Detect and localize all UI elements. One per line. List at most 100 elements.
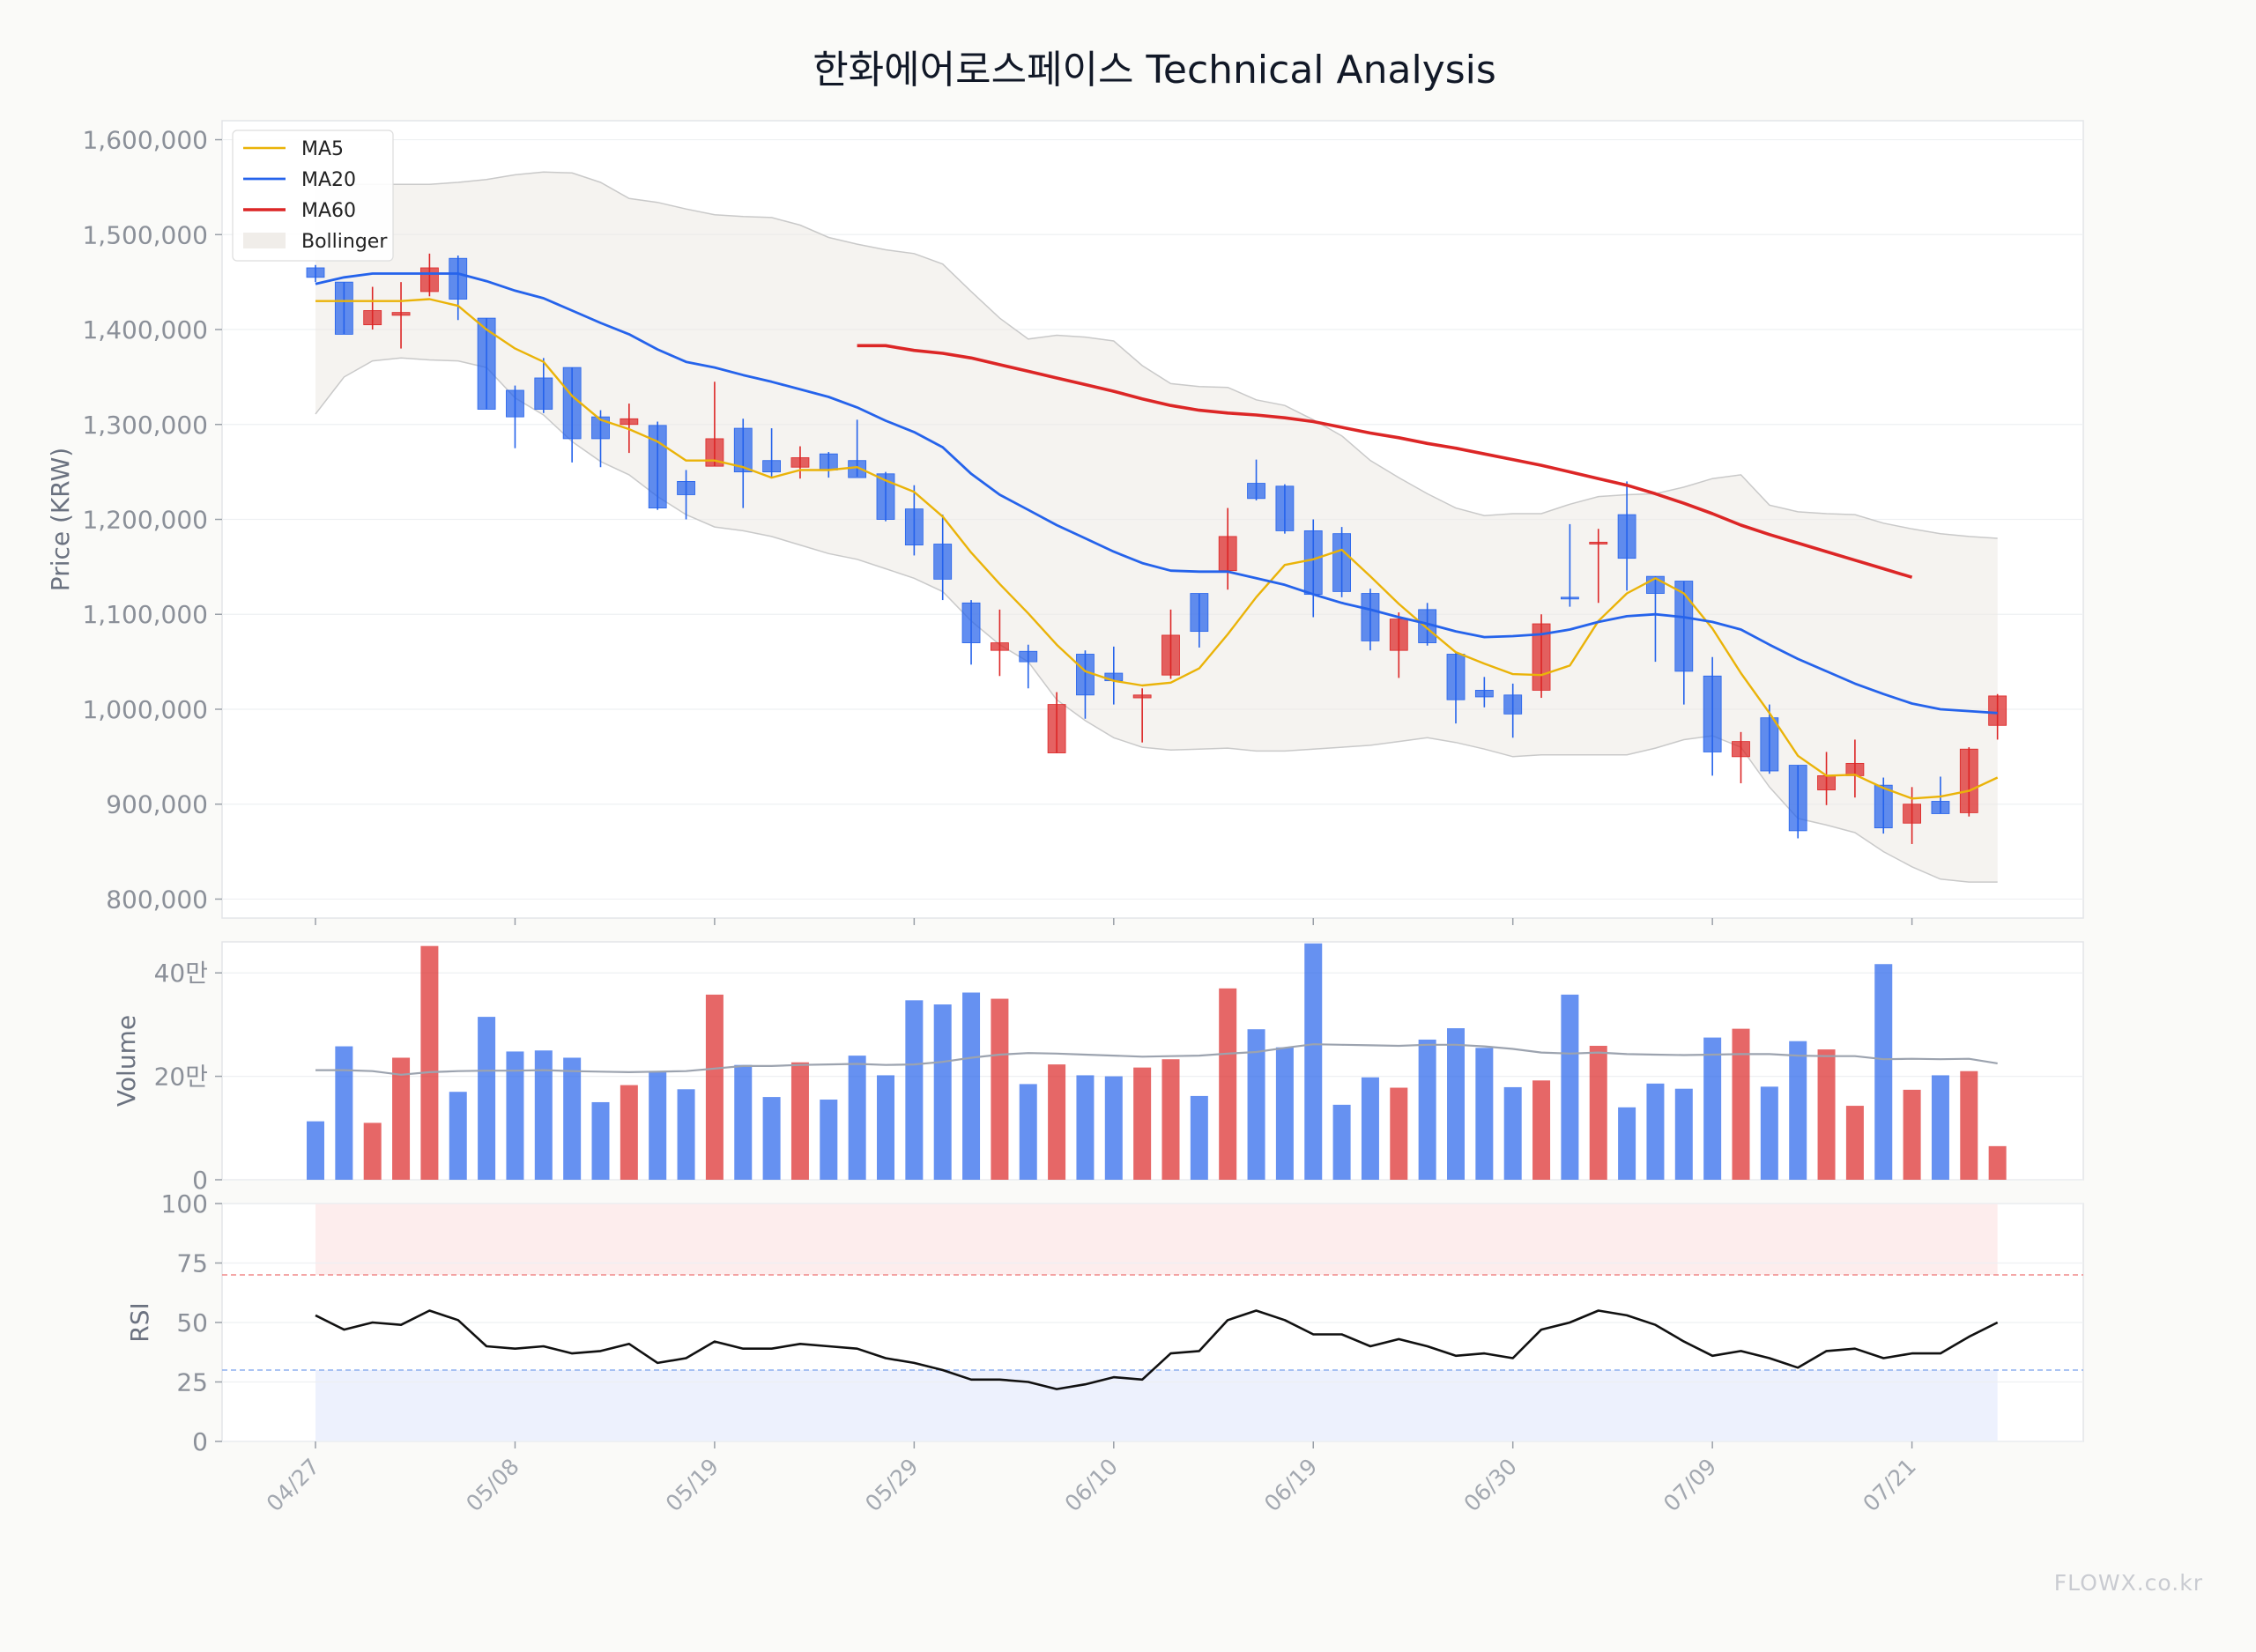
volume-bar: [1646, 1083, 1665, 1180]
volume-bar: [1760, 1086, 1778, 1180]
candle-body: [876, 473, 895, 520]
candle-body: [961, 602, 981, 643]
volume-bar: [1618, 1107, 1636, 1180]
candle-body: [1076, 654, 1095, 696]
volume-bar: [1903, 1089, 1921, 1180]
candle-body: [648, 425, 667, 508]
volume-bar: [1019, 1084, 1037, 1180]
candle-body: [391, 312, 411, 316]
candle-body: [1732, 741, 1750, 758]
candle-body: [1161, 634, 1180, 676]
volume-bar: [1190, 1095, 1208, 1180]
candle-body: [991, 642, 1009, 651]
volume-bar: [363, 1122, 382, 1180]
volume-bar: [1817, 1049, 1836, 1180]
price-ytick-label: 900,000: [106, 790, 208, 819]
candle-body: [562, 367, 582, 440]
volume-bar: [1332, 1104, 1351, 1180]
volume-bar: [1561, 994, 1579, 1180]
candle-body: [790, 457, 810, 468]
volume-bar: [877, 1075, 894, 1180]
volume-bar: [1703, 1037, 1722, 1180]
candle-body: [733, 427, 753, 473]
volume-bar: [933, 1004, 952, 1180]
candle-body: [1988, 695, 2007, 726]
bollinger-band: [315, 172, 1998, 883]
candle-body: [705, 438, 724, 467]
candle-body: [1446, 654, 1466, 700]
x-tick-label: 04/27: [262, 1454, 324, 1516]
rsi-ytick-label: 25: [176, 1368, 208, 1397]
volume-bar: [962, 992, 981, 1180]
candle-body: [1332, 533, 1351, 592]
candle-body: [506, 389, 524, 418]
ma60-line: [857, 344, 1913, 579]
rsi-ytick-label: 75: [176, 1249, 208, 1278]
x-tick-label: 06/19: [1259, 1454, 1322, 1516]
legend: MA5 MA20 MA60 Bollinger: [232, 130, 394, 262]
candle-body: [1674, 581, 1694, 672]
candle-body: [1132, 694, 1152, 699]
volume-bar: [1247, 1029, 1265, 1180]
volume-bar: [1447, 1028, 1465, 1180]
candle-body: [1019, 650, 1038, 663]
price-ytick-label: 1,300,000: [82, 411, 208, 440]
candle-body: [419, 267, 439, 293]
candle-body: [1589, 541, 1608, 544]
candle-body: [1247, 483, 1265, 500]
volume-bar: [1789, 1041, 1807, 1180]
price-ytick-label: 1,600,000: [82, 126, 208, 155]
volume-bar: [1960, 1070, 1978, 1180]
volume-bar: [307, 1121, 324, 1180]
volume-ylabel: Volume: [112, 1015, 141, 1107]
rsi-oversold-zone: [315, 1370, 1998, 1441]
price-ytick-label: 1,100,000: [82, 600, 208, 629]
volume-bar: [1674, 1088, 1693, 1180]
volume-bar: [1475, 1048, 1494, 1180]
candle-body: [591, 416, 610, 440]
candle-body: [1931, 801, 1950, 814]
candle-body: [1788, 765, 1807, 832]
volume-bar: [563, 1057, 582, 1180]
rsi-ylabel: RSI: [125, 1302, 154, 1343]
price-ytick-label: 800,000: [106, 885, 208, 914]
rsi-ytick-label: 100: [161, 1189, 208, 1219]
volume-bar: [1503, 1086, 1522, 1180]
legend-label-ma60: MA60: [301, 200, 356, 222]
volume-ma-line: [315, 1043, 1998, 1076]
candle-body: [1275, 485, 1295, 531]
candle-body: [534, 377, 553, 410]
candle-body: [1817, 774, 1836, 790]
candle-body: [1190, 593, 1209, 633]
rsi-ytick-label: 0: [192, 1427, 208, 1456]
candle-body: [1617, 514, 1636, 559]
candle-body: [904, 508, 924, 545]
volume-bar: [820, 1100, 838, 1180]
x-tick-label: 06/30: [1458, 1454, 1521, 1516]
watermark: FLOWX.co.kr: [2054, 1570, 2203, 1596]
volume-bar: [1048, 1064, 1066, 1180]
ma5-line: [315, 298, 1999, 800]
volume-ytick-label: 40만: [154, 959, 208, 988]
price-ytick-label: 1,500,000: [82, 220, 208, 249]
x-tick-label: 05/19: [661, 1454, 724, 1516]
candle-body: [819, 453, 838, 470]
candle-body: [933, 544, 953, 580]
candle-body: [1703, 675, 1722, 752]
volume-bar: [1390, 1087, 1408, 1180]
volume-bar: [449, 1092, 467, 1180]
legend-box: [232, 130, 394, 262]
candle-body: [1303, 530, 1323, 596]
candle-body: [306, 267, 325, 278]
volume-bar: [848, 1056, 866, 1180]
volume-bar: [1076, 1075, 1095, 1180]
volume-bar: [392, 1057, 411, 1180]
candle-body: [677, 481, 695, 495]
candle-body: [1047, 704, 1066, 753]
volume-bar: [1361, 1077, 1379, 1180]
volume-bar: [790, 1062, 809, 1180]
x-tick-label: 06/10: [1060, 1454, 1123, 1516]
rsi-overbought-zone: [315, 1204, 1998, 1275]
volume-ytick-label: 0: [192, 1166, 208, 1195]
